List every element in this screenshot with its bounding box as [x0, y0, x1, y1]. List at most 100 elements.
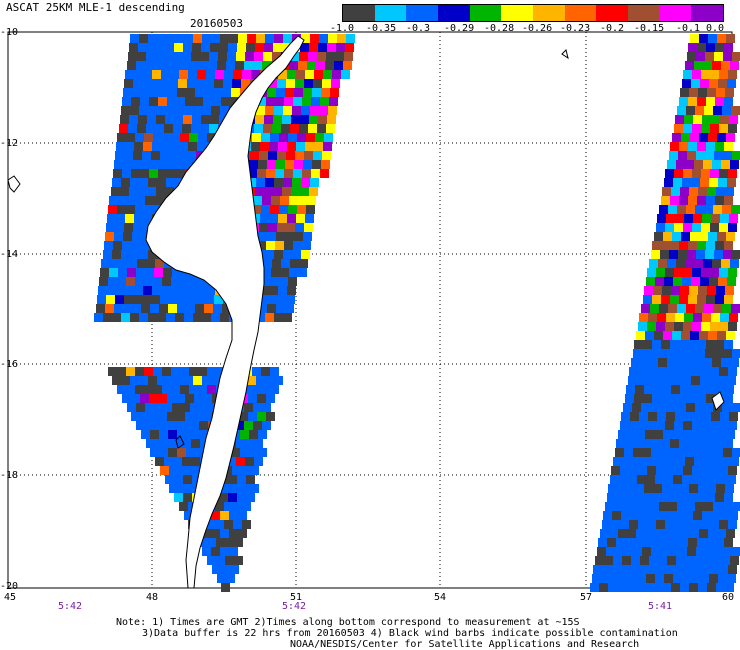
wind-cell: [174, 43, 183, 52]
wind-cell: [319, 34, 328, 43]
wind-cell: [280, 196, 289, 205]
wind-cell: [313, 151, 322, 160]
wind-cell: [267, 304, 276, 313]
wind-cell: [677, 106, 686, 115]
wind-cell: [294, 88, 303, 97]
wind-cell: [235, 421, 244, 430]
wind-cell: [158, 412, 167, 421]
wind-cell: [326, 52, 335, 61]
wind-cell: [687, 448, 696, 457]
wind-cell: [198, 367, 207, 376]
wind-cell: [161, 70, 170, 79]
wind-cell: [679, 142, 688, 151]
legend-swatch: [628, 5, 660, 21]
wind-cell: [271, 268, 280, 277]
wind-cell: [279, 277, 288, 286]
wind-cell: [730, 160, 739, 169]
wind-cell: [715, 295, 724, 304]
wind-cell: [685, 457, 694, 466]
wind-cell: [252, 133, 261, 142]
wind-cell: [242, 502, 251, 511]
wind-cell: [692, 268, 701, 277]
wind-cell: [666, 214, 675, 223]
wind-cell: [625, 493, 634, 502]
wind-cell: [676, 358, 685, 367]
wind-cell: [720, 412, 729, 421]
wind-cell: [158, 169, 167, 178]
wind-cell: [678, 349, 687, 358]
wind-cell: [204, 88, 213, 97]
wind-cell: [698, 484, 707, 493]
wind-cell: [719, 70, 728, 79]
wind-cell: [230, 97, 239, 106]
wind-cell: [665, 520, 674, 529]
wind-cell: [262, 421, 271, 430]
wind-cell: [709, 475, 718, 484]
wind-cell: [232, 466, 241, 475]
wind-cell: [143, 70, 152, 79]
madagascar-coastline: [145, 35, 305, 589]
wind-cell: [719, 322, 728, 331]
wind-cell: [660, 547, 669, 556]
wind-cell: [731, 502, 740, 511]
wind-cell: [701, 268, 710, 277]
wind-cell: [673, 277, 682, 286]
wind-cell: [207, 133, 216, 142]
wind-cell: [286, 295, 295, 304]
wind-cell: [181, 421, 190, 430]
wind-cell: [652, 241, 661, 250]
wind-cell: [254, 457, 263, 466]
wind-cell: [661, 241, 670, 250]
wind-cell: [731, 304, 740, 313]
wind-cell: [730, 259, 739, 268]
wind-cell: [696, 151, 705, 160]
wind-cell: [199, 403, 208, 412]
wind-cell: [697, 538, 706, 547]
wind-cell: [708, 331, 717, 340]
wind-cell: [689, 286, 698, 295]
wind-cell: [252, 205, 261, 214]
wind-cell: [286, 79, 295, 88]
legend-tick-label: -0.28: [484, 23, 515, 34]
wind-cell: [717, 232, 726, 241]
wind-cell: [704, 403, 713, 412]
wind-cell: [662, 484, 671, 493]
wind-cell: [646, 475, 655, 484]
wind-cell: [683, 421, 692, 430]
wind-cell: [706, 538, 715, 547]
wind-cell: [320, 169, 329, 178]
wind-cell: [640, 358, 649, 367]
wind-cell: [166, 34, 175, 43]
wind-cell: [266, 394, 275, 403]
wind-cell: [155, 259, 164, 268]
wind-cell: [134, 142, 143, 151]
wind-cell: [676, 457, 685, 466]
wind-cell: [178, 466, 187, 475]
wind-cell: [657, 511, 666, 520]
wind-cell: [273, 43, 282, 52]
wind-cell: [710, 421, 719, 430]
wind-cell: [232, 79, 241, 88]
wind-cell: [179, 286, 188, 295]
wind-cell: [648, 313, 657, 322]
wind-cell: [279, 205, 288, 214]
wind-cell: [274, 250, 283, 259]
wind-cell: [165, 43, 174, 52]
wind-cell: [649, 259, 658, 268]
wind-cell: [122, 169, 131, 178]
wind-cell: [641, 502, 650, 511]
wind-cell: [656, 367, 665, 376]
wind-cell: [122, 394, 131, 403]
wind-cell: [148, 313, 157, 322]
wind-cell: [232, 484, 241, 493]
wind-cell: [335, 52, 344, 61]
wind-cell: [697, 493, 706, 502]
wind-cell: [699, 34, 708, 43]
wind-cell: [704, 304, 713, 313]
wind-cell: [689, 484, 698, 493]
wind-cell: [729, 511, 738, 520]
wind-cell: [238, 511, 247, 520]
wind-cell: [593, 565, 602, 574]
wind-cell: [671, 187, 680, 196]
mascarene-coastline: [711, 391, 725, 411]
